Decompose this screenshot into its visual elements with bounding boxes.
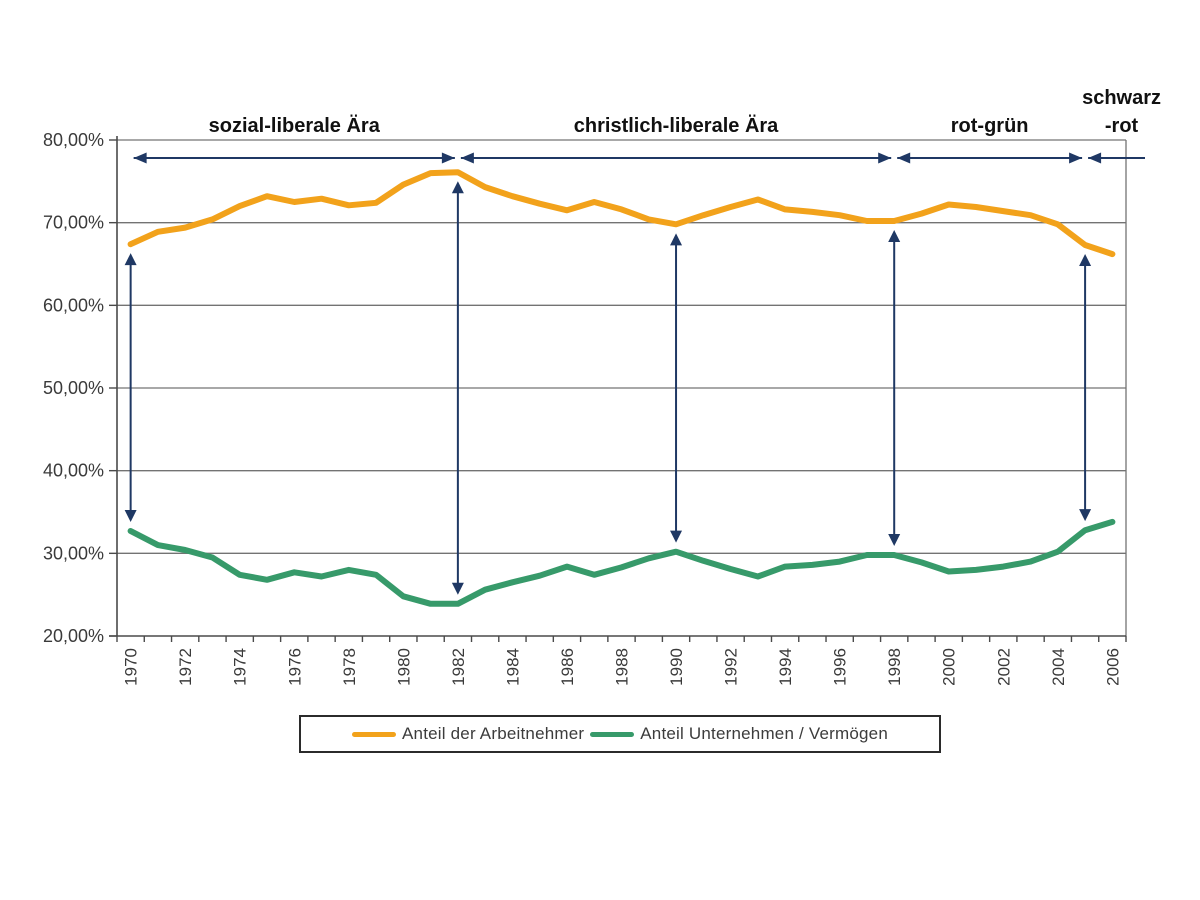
x-axis-label: 1988	[613, 648, 632, 686]
era-label: rot-grün	[951, 115, 1029, 137]
era-arrowhead	[441, 152, 455, 164]
x-axis-label: 2006	[1103, 648, 1122, 686]
y-axis-label: 60,00%	[43, 295, 104, 315]
era-arrowhead	[897, 152, 911, 164]
era-label: christlich-liberale Ära	[574, 114, 779, 137]
x-axis-label: 1992	[722, 648, 741, 686]
x-axis-label: 1980	[394, 648, 413, 686]
x-axis-label: 1994	[776, 648, 795, 686]
y-axis-label: 40,00%	[43, 461, 104, 481]
legend-item-unternehmen: Anteil Unternehmen / Vermögen	[590, 724, 888, 744]
y-axis-label: 70,00%	[43, 213, 104, 233]
gap-arrowhead	[670, 530, 683, 543]
y-axis-label: 50,00%	[43, 378, 104, 398]
y-axis-label: 20,00%	[43, 626, 104, 646]
y-axis-label: 30,00%	[43, 543, 104, 563]
x-axis-label: 1978	[340, 648, 359, 686]
gap-arrowhead	[451, 582, 464, 595]
x-axis-label: 1996	[831, 648, 850, 686]
x-axis-label: 2004	[1049, 648, 1068, 686]
legend-swatch-unternehmen	[590, 731, 635, 737]
gap-arrowhead	[124, 510, 137, 523]
x-axis-label: 1986	[558, 648, 577, 686]
era-arrowhead	[878, 152, 892, 164]
legend: Anteil der Arbeitnehmer Anteil Unternehm…	[299, 715, 941, 753]
legend-label-arbeitnehmer: Anteil der Arbeitnehmer	[402, 724, 585, 743]
x-axis-label: 1998	[885, 648, 904, 686]
x-axis-label: 1990	[667, 648, 686, 686]
gap-arrowhead	[670, 233, 683, 246]
x-axis-label: 1976	[285, 648, 304, 686]
era-label: sozial-liberale Ära	[209, 114, 381, 137]
legend-item-arbeitnehmer: Anteil der Arbeitnehmer	[352, 724, 584, 744]
x-axis-label: 1982	[449, 648, 468, 686]
gap-arrowhead	[1079, 253, 1092, 266]
x-axis-label: 1972	[176, 648, 195, 686]
y-axis-label: 80,00%	[43, 130, 104, 150]
legend-swatch-arbeitnehmer	[352, 731, 396, 737]
era-arrowhead	[1088, 152, 1102, 164]
x-axis-label: 2000	[940, 648, 959, 686]
gap-arrowhead	[124, 253, 137, 266]
era-arrowhead	[460, 152, 474, 164]
x-axis-label: 1970	[122, 648, 141, 686]
gap-arrowhead	[451, 181, 464, 194]
era-arrowhead	[1069, 152, 1083, 164]
gap-arrowhead	[888, 533, 901, 546]
x-axis-label: 1984	[503, 648, 522, 686]
era-arrowhead	[133, 152, 147, 164]
legend-label-unternehmen: Anteil Unternehmen / Vermögen	[640, 724, 888, 743]
series-arbeitnehmer-line	[127, 169, 1116, 258]
era-label: schwarz -rot	[1082, 87, 1161, 137]
series-unternehmen-line	[127, 518, 1116, 607]
gap-arrowhead	[888, 230, 901, 243]
x-axis-label: 1974	[231, 648, 250, 686]
gap-arrowhead	[1079, 509, 1092, 522]
x-axis-label: 2002	[994, 648, 1013, 686]
